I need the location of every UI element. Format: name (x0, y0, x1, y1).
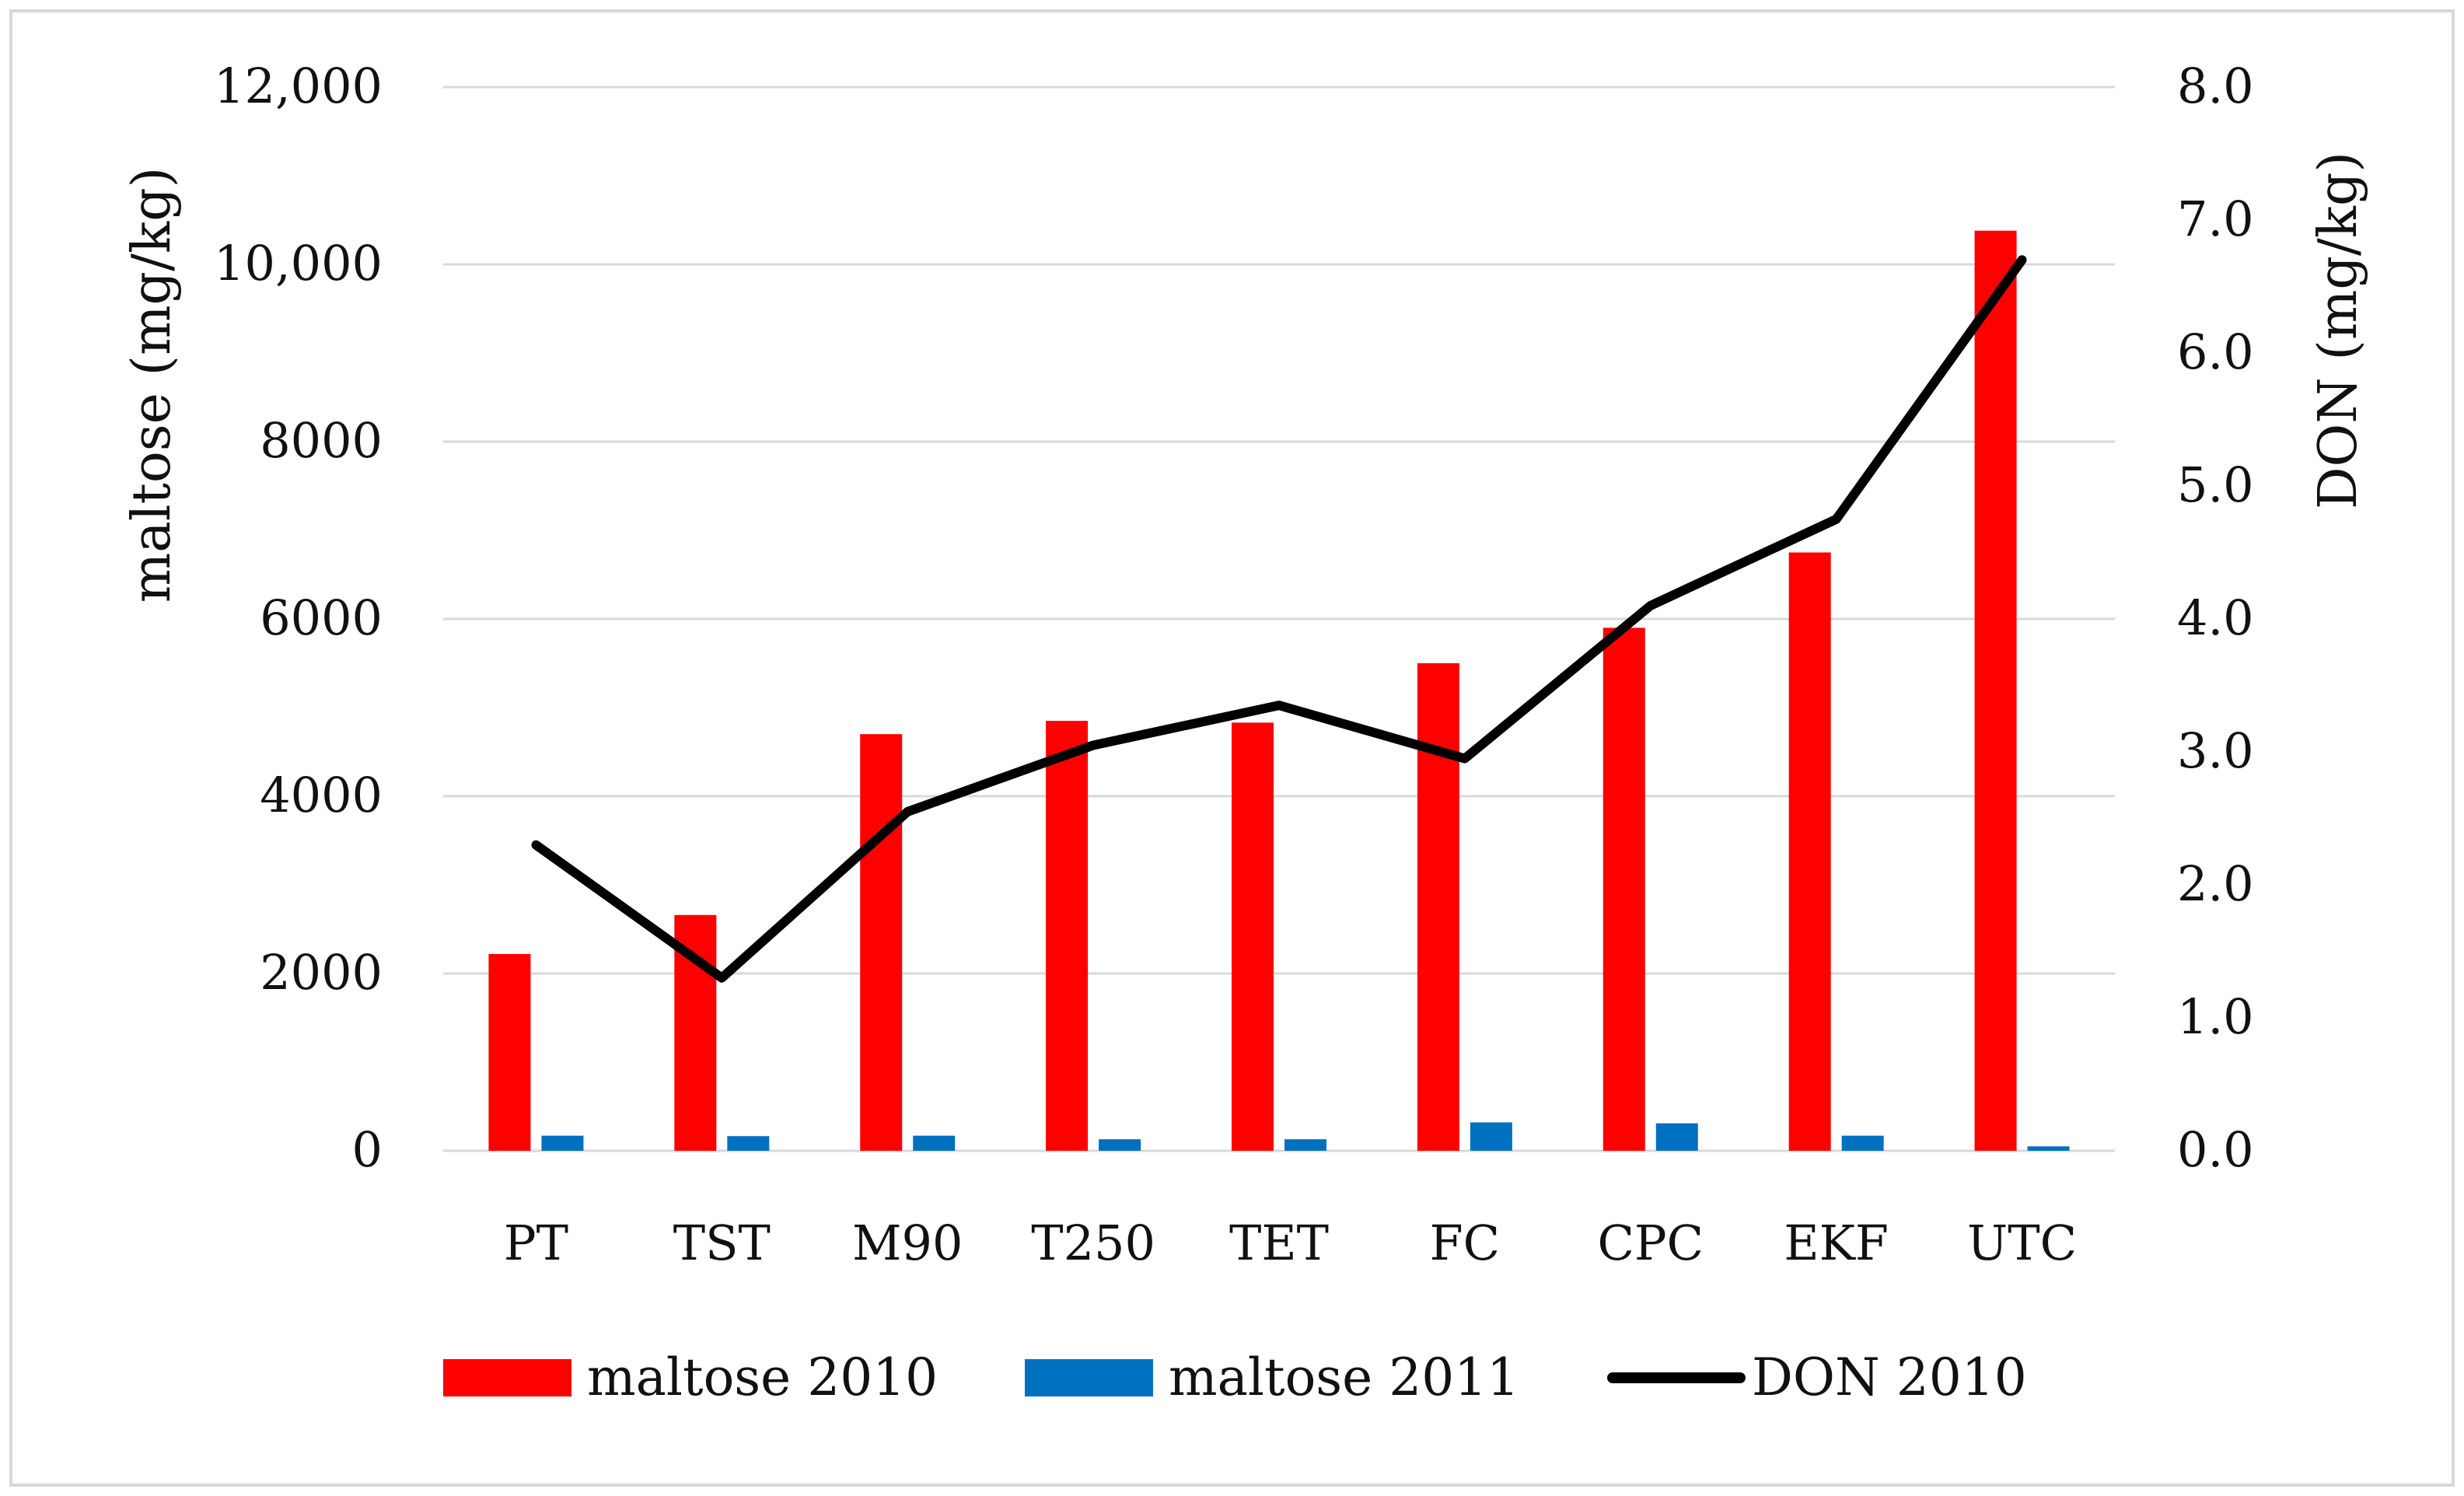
category-label: CPC (1597, 1215, 1704, 1271)
legend-label: DON 2010 (1752, 1347, 2027, 1407)
left-axis-ticks: 0 2000 4000 6000 8000 10,000 12,000 (214, 58, 383, 1178)
legend-label: maltose 2011 (1169, 1347, 1519, 1407)
legend: maltose 2010 maltose 2011 DON 2010 (443, 1347, 2027, 1407)
left-tick-label: 6000 (260, 589, 383, 646)
right-axis-ticks: 0.0 1.0 2.0 3.0 4.0 5.0 6.0 7.0 8.0 (2177, 58, 2254, 1178)
line-DON-2010 (531, 255, 2027, 983)
bar-maltose-2010 (1974, 230, 2017, 1152)
bar-maltose-2010 (860, 734, 903, 1151)
left-tick-label: 4000 (260, 767, 383, 823)
bar-maltose-2011 (913, 1135, 956, 1151)
right-tick-label: 4.0 (2177, 589, 2254, 646)
right-tick-label: 7.0 (2177, 190, 2254, 247)
bar-maltose-2011 (1841, 1135, 1884, 1151)
right-tick-label: 0.0 (2177, 1121, 2254, 1178)
right-tick-label: 1.0 (2177, 988, 2254, 1045)
left-tick-label: 0 (352, 1121, 383, 1178)
category-label: EKF (1784, 1215, 1889, 1271)
bar-maltose-2010 (1417, 663, 1459, 1151)
right-axis-title: DON (mg/kg) (2308, 152, 2369, 509)
bar-maltose-2010 (1602, 627, 1645, 1151)
bar-maltose-2011 (1655, 1123, 1698, 1151)
right-tick-label: 5.0 (2177, 456, 2254, 513)
category-label: FC (1430, 1215, 1500, 1271)
legend-swatch (1025, 1359, 1153, 1396)
bar-maltose-2010 (1232, 722, 1274, 1151)
bar-maltose-2011 (1284, 1139, 1326, 1151)
left-tick-label: 12,000 (214, 58, 383, 114)
category-axis-ticks: PT TST M90 T250 TET FC CPC EKF UTC (504, 1215, 2077, 1271)
right-tick-label: 3.0 (2177, 722, 2254, 779)
right-tick-label: 2.0 (2177, 855, 2254, 912)
category-label: TET (1229, 1215, 1329, 1271)
line-series (531, 255, 2027, 983)
left-tick-label: 2000 (260, 944, 383, 1001)
bar-maltose-2011 (1099, 1139, 1141, 1151)
bar-maltose-2010 (1788, 552, 1831, 1151)
category-label: T250 (1031, 1215, 1155, 1271)
category-label: TST (673, 1215, 771, 1271)
category-label: PT (504, 1215, 568, 1271)
bar-maltose-2010 (488, 953, 531, 1151)
legend-label: maltose 2010 (587, 1347, 938, 1407)
left-tick-label: 8000 (260, 412, 383, 469)
bar-maltose-2011 (2027, 1146, 2070, 1151)
right-tick-label: 6.0 (2177, 323, 2254, 380)
bar-maltose-2011 (1470, 1122, 1512, 1151)
right-tick-label: 8.0 (2177, 58, 2254, 114)
bar-maltose-2011 (541, 1135, 584, 1151)
bars (488, 230, 2070, 1152)
left-axis-title: maltose (mg/kg) (121, 167, 183, 603)
legend-swatch (443, 1359, 571, 1396)
left-tick-label: 10,000 (214, 235, 383, 292)
category-label: UTC (1967, 1215, 2077, 1271)
bar-maltose-2011 (727, 1136, 770, 1151)
bar-maltose-2010 (1046, 721, 1089, 1151)
category-label: M90 (852, 1215, 963, 1271)
